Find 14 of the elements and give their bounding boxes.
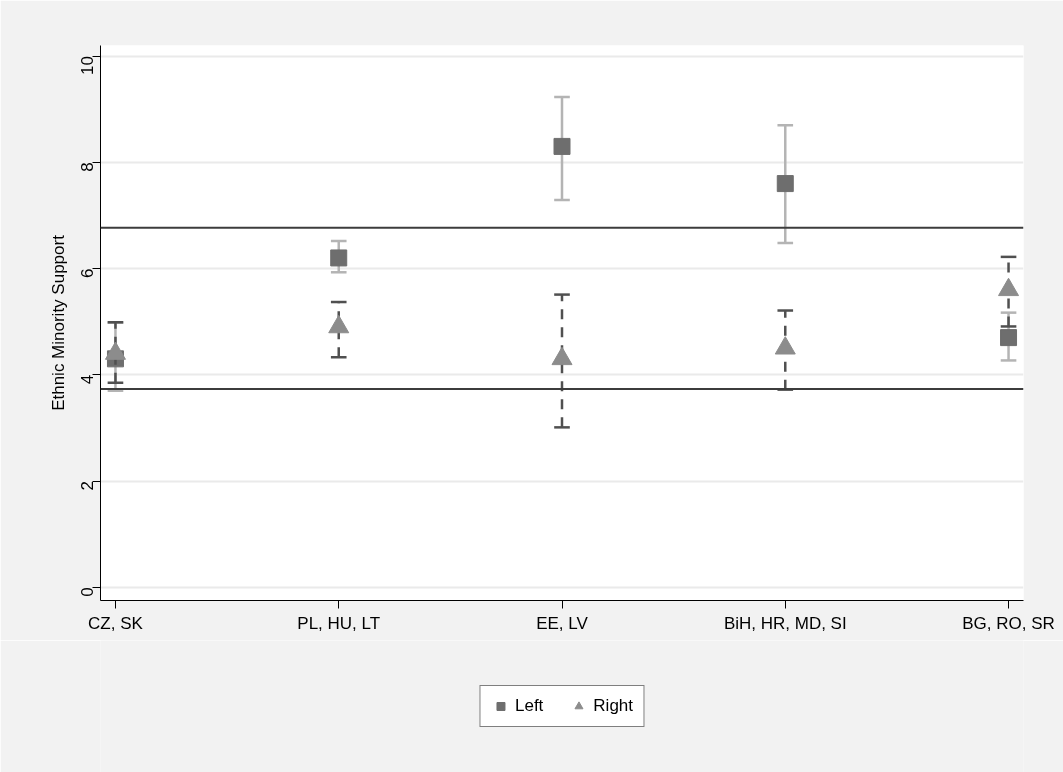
y-tick-label: 0 bbox=[78, 587, 98, 597]
y-tick-label: 8 bbox=[78, 162, 98, 172]
y-axis-title: Ethnic Minority Support bbox=[48, 234, 68, 411]
x-tick-label: BG, RO, SR bbox=[962, 613, 1055, 633]
legend-label: Left bbox=[514, 696, 544, 716]
y-tick-label: 2 bbox=[78, 480, 98, 491]
x-tick-label: BiH, HR, MD, SI bbox=[723, 613, 847, 633]
x-tick-label: EE, LV bbox=[536, 613, 589, 633]
y-tick-label: 4 bbox=[78, 374, 98, 385]
legend-label: Right bbox=[593, 696, 634, 716]
x-tick-label: CZ, SK bbox=[88, 613, 144, 633]
y-tick-label: 10 bbox=[78, 56, 98, 76]
y-tick-label: 6 bbox=[78, 268, 98, 279]
x-tick-label: PL, HU, LT bbox=[297, 613, 381, 633]
